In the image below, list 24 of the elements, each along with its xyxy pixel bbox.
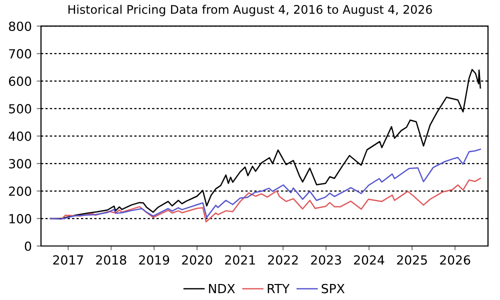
x-tick-label: 2021 <box>225 255 255 265</box>
line-series <box>50 148 481 220</box>
legend-label: RTY <box>268 284 290 294</box>
x-tick-label: 2026 <box>440 255 470 265</box>
y-tick-label: 300 <box>9 159 32 168</box>
y-tick-label: 0 <box>24 241 32 251</box>
legend-label: NDX <box>209 284 235 294</box>
x-tick-label: 2025 <box>397 255 427 265</box>
y-tick-label: 500 <box>9 104 32 114</box>
y-tick-label: 700 <box>9 49 32 59</box>
x-tick-label: 2022 <box>268 255 298 265</box>
x-tick-label: 2020 <box>182 255 212 265</box>
x-tick-label: 2018 <box>96 255 126 265</box>
y-tick-label: 100 <box>9 214 32 224</box>
y-tick-label: 400 <box>8 132 32 141</box>
y-tick-label: 600 <box>8 76 32 86</box>
x-tick-label: 2024 <box>354 255 384 265</box>
x-tick-label: 2019 <box>139 255 170 265</box>
x-tick-label: 2017 <box>53 255 84 265</box>
legend-label: SPX <box>322 284 345 294</box>
chart-title: Historical Pricing Data from August 4, 2016 to August 4, 2026 <box>68 4 432 16</box>
x-tick-label: 2023 <box>311 255 341 265</box>
y-tick-label: 800 <box>8 22 32 32</box>
y-tick-label: 200 <box>9 186 32 196</box>
